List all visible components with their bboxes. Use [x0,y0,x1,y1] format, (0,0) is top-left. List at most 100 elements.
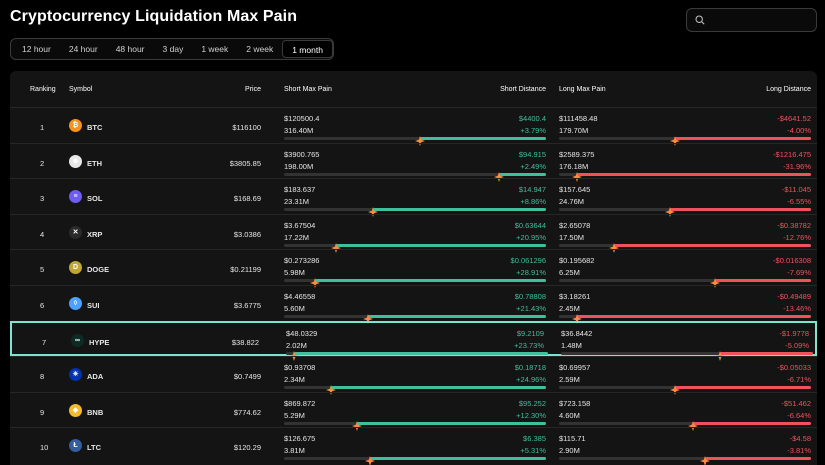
short-max-pain-cell: $0.273286 [284,256,320,266]
tab-2-week[interactable]: 2 week [246,44,274,54]
col-long-max-pain[interactable]: Long Max Pain [559,86,606,93]
long-distance-percent: -7.69% [787,268,811,278]
tab-24-hour[interactable]: 24 hour [68,44,98,54]
long-distance-fill [614,243,811,247]
table-row[interactable]: 3 ≡ SOL $168.69 $183.637 23.31M $14.947 +8.86% $… [10,178,817,218]
symbol-cell[interactable]: ADA [87,372,104,382]
max-pain-marker-icon [368,204,379,218]
max-pain-marker-icon [331,240,342,253]
long-distance-percent: -31.96% [783,161,811,171]
max-pain-marker-icon [669,133,680,146]
symbol-cell[interactable]: XRP [87,229,103,239]
short-distance-bar [284,242,546,253]
col-short-distance[interactable]: Short Distance [500,86,546,93]
short-distance-value: $14.947 [518,185,546,195]
short-open-interest: 5.29M [284,410,305,420]
table-header: Ranking Symbol Price Short Max Pain Shor… [10,71,817,107]
table-row[interactable]: 7 ∞ HYPE $38.822 $48.0329 2.02M $9.2109 +23.73%… [10,320,817,361]
symbol-cell[interactable]: BNB [87,407,104,417]
long-distance-value: -$1216.475 [773,149,811,159]
col-short-max-pain[interactable]: Short Max Pain [284,86,332,93]
search-icon [695,15,705,25]
timeframe-tabs: 12 hour 24 hour 48 hour 3 day 1 week 2 week 1 … [10,38,334,60]
short-distance-value: $9.2109 [516,328,544,338]
long-distance-fill [705,457,811,461]
rank-cell: 8 [40,372,45,382]
short-distance-fill [357,421,546,425]
long-open-interest: 2.90M [559,446,580,456]
table-row[interactable]: 10 Ł LTC $120.29 $126.675 3.81M $6.385 +5.31% $1… [10,427,817,465]
short-distance-bar [284,136,546,146]
table-row[interactable]: 1 ₿ BTC $116100 $120500.4 316.40M $4400.4 +3.79… [10,107,817,146]
price-cell: $116100 [232,123,261,132]
symbol-cell[interactable]: SOL [87,194,103,204]
long-open-interest: 176.18M [559,161,589,171]
short-open-interest: 5.60M [284,304,305,313]
col-long-distance[interactable]: Long Distance [766,86,811,93]
table-row[interactable]: 2 ◆ ETH $3805.85 $3900.765 198.00M $94.915 +2.4… [10,142,817,182]
symbol-cell[interactable]: DOGE [87,265,110,275]
sui-icon: ◊ [69,297,82,310]
long-max-pain-cell: $115.71 [559,434,586,444]
max-pain-marker-icon [571,169,582,182]
table-row[interactable]: 6 ◊ SUI $3.6775 $4.46558 5.60M $0.78808 +21.43%… [10,285,817,324]
price-cell: $0.7499 [233,372,261,382]
rank-cell: 2 [40,158,45,168]
col-price[interactable]: Price [245,86,261,93]
max-pain-table: Ranking Symbol Price Short Max Pain Shor… [10,71,817,465]
long-distance-percent: -13.46% [783,304,811,313]
tab-3-day[interactable]: 3 day [162,44,184,54]
long-distance-fill [576,315,811,318]
long-max-pain-cell: $0.195682 [559,256,595,266]
max-pain-marker-icon [362,311,373,324]
tab-1-week[interactable]: 1 week [201,44,229,54]
short-distance-percent: +5.31% [520,446,546,456]
symbol-cell[interactable]: HYPE [89,337,110,347]
long-open-interest: 4.60M [559,410,580,420]
bitcoin-icon: ₿ [69,119,82,132]
long-max-pain-cell: $0.69957 [559,363,591,373]
litecoin-icon: Ł [69,439,82,453]
tab-1-month[interactable]: 1 month [282,40,333,58]
max-pain-marker-icon [326,382,337,396]
symbol-cell[interactable]: BTC [87,123,103,132]
table-row[interactable]: 5 D DOGE $0.21199 $0.273286 5.98M $0.061296 +28… [10,249,817,289]
symbol-cell[interactable]: LTC [87,443,102,453]
table-row[interactable]: 9 ◈ BNB $774.62 $869.872 5.29M $95.252 +12.30% $… [10,391,817,431]
tab-48-hour[interactable]: 48 hour [115,44,145,54]
short-distance-percent: +23.73% [514,340,544,350]
rank-cell: 1 [40,123,45,132]
col-ranking[interactable]: Ranking [30,86,56,93]
max-pain-marker-icon [352,418,363,431]
price-cell: $3.6775 [233,301,261,310]
table-row[interactable]: 4 ✕ XRP $3.0386 $3.67504 17.22M $0.63644 +20.95… [10,213,817,253]
short-max-pain-cell: $0.93708 [284,363,316,373]
short-max-pain-cell: $183.637 [284,185,316,195]
max-pain-marker-icon [664,204,675,218]
rank-cell: 4 [40,229,45,239]
short-max-pain-cell: $120500.4 [284,114,320,123]
short-distance-percent: +21.43% [516,304,546,313]
short-distance-fill [367,315,546,318]
short-distance-percent: +3.79% [520,126,546,135]
short-distance-percent: +28.91% [516,268,546,278]
short-max-pain-cell: $869.872 [284,398,316,408]
short-distance-value: $0.061296 [510,256,546,266]
symbol-cell[interactable]: SUI [87,301,100,310]
long-distance-percent: -5.09% [785,340,809,350]
tab-12-hour[interactable]: 12 hour [22,44,51,54]
max-pain-marker-icon [609,240,620,253]
short-distance-value: $6.385 [523,434,546,444]
long-distance-value: -$0.05033 [777,363,811,373]
max-pain-marker-icon [669,382,680,396]
long-distance-value: -$51.462 [781,398,811,408]
long-distance-bar [559,207,811,218]
search-input[interactable] [686,8,817,32]
symbol-cell[interactable]: ETH [87,158,102,168]
long-distance-percent: -6.55% [787,197,811,207]
table-row[interactable]: 8 ✳ ADA $0.7499 $0.93708 2.34M $0.18718 +24.96%… [10,356,817,396]
max-pain-marker-icon [714,348,725,361]
short-max-pain-cell: $4.46558 [284,292,316,301]
long-distance-value: -$0.49489 [777,292,811,301]
col-symbol[interactable]: Symbol [69,86,93,93]
